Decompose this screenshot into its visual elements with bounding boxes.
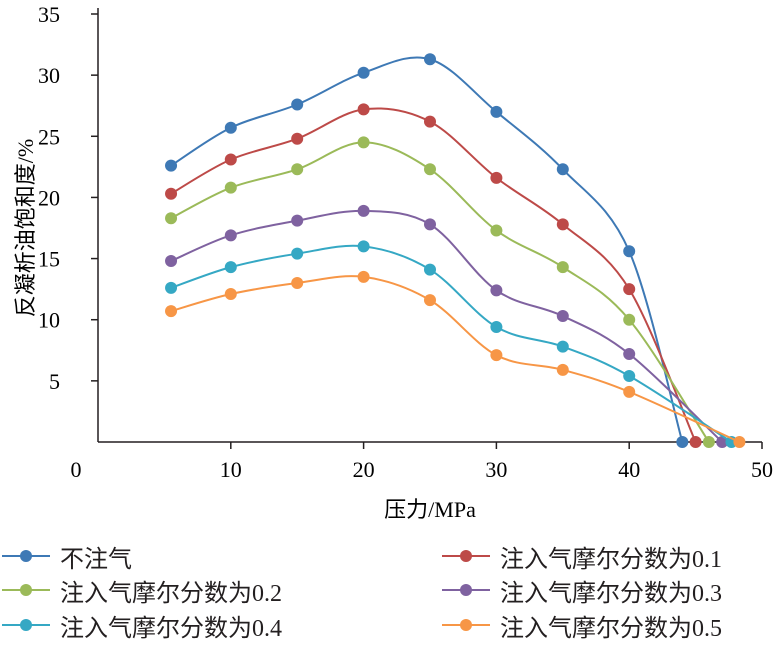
series-1 xyxy=(165,103,702,448)
data-point xyxy=(357,270,370,283)
data-point xyxy=(291,214,304,227)
data-point xyxy=(165,187,178,200)
legend-label: 注入气摩尔分数为0.2 xyxy=(60,580,282,607)
series-layer xyxy=(165,53,746,448)
data-point xyxy=(490,321,503,334)
data-point xyxy=(689,436,702,448)
data-point xyxy=(424,218,436,231)
data-point xyxy=(291,98,304,111)
x-tick-label: 50 xyxy=(751,457,773,482)
data-point xyxy=(424,163,436,176)
x-tick-label: 40 xyxy=(618,457,640,482)
series-line xyxy=(170,56,684,443)
data-point xyxy=(357,204,370,217)
series-line xyxy=(170,209,723,443)
legend-label: 注入气摩尔分数为0.5 xyxy=(500,615,722,642)
legend-label: 注入气摩尔分数为0.3 xyxy=(500,580,722,607)
data-point xyxy=(224,261,237,274)
x-tick-label: 20 xyxy=(353,457,375,482)
legend-item: 注入气摩尔分数为0.4 xyxy=(0,610,282,642)
data-point xyxy=(556,261,569,274)
chart-area: 5 10 15 20 25 30 35 0 10 20 30 40 50 压力/MPa 反凝析油饱和度/… xyxy=(13,2,773,522)
legend-marker-icon xyxy=(440,610,492,640)
data-point xyxy=(224,153,237,166)
data-point xyxy=(165,159,178,172)
x-tick-label: 30 xyxy=(485,457,507,482)
series-3 xyxy=(165,204,729,448)
data-point xyxy=(623,385,636,398)
data-point xyxy=(424,53,436,66)
data-point xyxy=(224,121,237,134)
y-tick-label: 15 xyxy=(38,247,60,272)
data-point xyxy=(291,247,304,260)
legend-marker-icon xyxy=(0,575,52,605)
data-point xyxy=(490,224,503,237)
data-point xyxy=(556,310,569,323)
x-tick-label: 10 xyxy=(220,457,242,482)
y-tick-label: 30 xyxy=(38,63,60,88)
data-point xyxy=(357,240,370,253)
series-4 xyxy=(165,240,738,448)
y-tick-label: 10 xyxy=(38,308,60,333)
legend-item: 注入气摩尔分数为0.1 xyxy=(440,541,722,573)
data-point xyxy=(224,229,237,242)
data-point xyxy=(357,136,370,149)
data-point xyxy=(424,263,436,276)
data-point xyxy=(165,305,178,318)
data-point xyxy=(357,66,370,79)
data-point xyxy=(556,363,569,376)
x-axis-title: 压力/MPa xyxy=(384,497,476,522)
data-point xyxy=(165,281,178,294)
series-line xyxy=(170,275,740,443)
legend-label: 不注气 xyxy=(60,546,132,573)
data-point xyxy=(291,132,304,145)
series-5 xyxy=(165,270,746,448)
data-point xyxy=(623,369,636,382)
data-point xyxy=(490,349,503,362)
data-point xyxy=(490,171,503,184)
data-point xyxy=(623,347,636,360)
legend: 不注气 注入气摩尔分数为0.1 注入气摩尔分数为0.2 注入气摩尔分数为0.3 注入气摩… xyxy=(0,535,780,645)
data-point xyxy=(490,284,503,297)
data-point xyxy=(424,294,436,307)
y-tick-label: 5 xyxy=(49,369,60,394)
axes: 5 10 15 20 25 30 35 0 10 20 30 40 50 xyxy=(38,2,773,482)
legend-marker-icon xyxy=(440,541,492,571)
data-point xyxy=(165,255,178,268)
legend-item: 注入气摩尔分数为0.3 xyxy=(440,575,722,607)
data-point xyxy=(224,288,237,301)
data-point xyxy=(165,212,178,225)
y-tick-label: 20 xyxy=(38,185,60,210)
data-point xyxy=(556,218,569,231)
y-tick-label: 25 xyxy=(38,124,60,149)
series-2 xyxy=(165,136,715,448)
x-tick-label: 0 xyxy=(71,457,82,482)
data-point xyxy=(224,181,237,194)
y-axis-title: 反凝析油饱和度/% xyxy=(13,139,38,317)
legend-label: 注入气摩尔分数为0.1 xyxy=(500,546,722,573)
legend-marker-icon xyxy=(0,541,52,571)
data-point xyxy=(556,340,569,353)
legend-item: 注入气摩尔分数为0.5 xyxy=(440,610,722,642)
data-point xyxy=(357,103,370,116)
data-point xyxy=(424,115,436,128)
data-point xyxy=(676,436,689,448)
data-point xyxy=(702,436,715,448)
data-point xyxy=(490,105,503,118)
legend-label: 注入气摩尔分数为0.4 xyxy=(60,615,282,642)
data-point xyxy=(291,163,304,176)
data-point xyxy=(556,163,569,176)
series-0 xyxy=(165,53,689,448)
data-point xyxy=(733,436,746,448)
data-point xyxy=(623,283,636,296)
legend-marker-icon xyxy=(0,610,52,640)
legend-marker-icon xyxy=(440,575,492,605)
data-point xyxy=(623,313,636,326)
data-point xyxy=(291,277,304,290)
data-point xyxy=(623,245,636,258)
legend-item: 不注气 xyxy=(0,541,132,573)
y-tick-label: 35 xyxy=(38,2,60,27)
legend-item: 注入气摩尔分数为0.2 xyxy=(0,575,282,607)
series-line xyxy=(170,107,697,443)
